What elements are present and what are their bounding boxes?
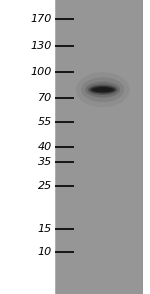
Ellipse shape (92, 87, 114, 92)
Ellipse shape (90, 86, 116, 93)
Ellipse shape (81, 77, 124, 102)
Ellipse shape (88, 84, 118, 95)
Text: 40: 40 (38, 142, 52, 152)
Text: 15: 15 (38, 224, 52, 234)
Text: 10: 10 (38, 247, 52, 257)
Text: 70: 70 (38, 93, 52, 103)
Text: 55: 55 (38, 117, 52, 127)
Ellipse shape (95, 88, 111, 91)
Text: 35: 35 (38, 157, 52, 167)
Bar (55, 0, 143, 294)
Ellipse shape (76, 72, 130, 107)
Text: 25: 25 (38, 181, 52, 191)
Ellipse shape (85, 82, 120, 98)
Text: 130: 130 (30, 41, 52, 51)
Text: 170: 170 (30, 14, 52, 24)
Text: 100: 100 (30, 67, 52, 77)
